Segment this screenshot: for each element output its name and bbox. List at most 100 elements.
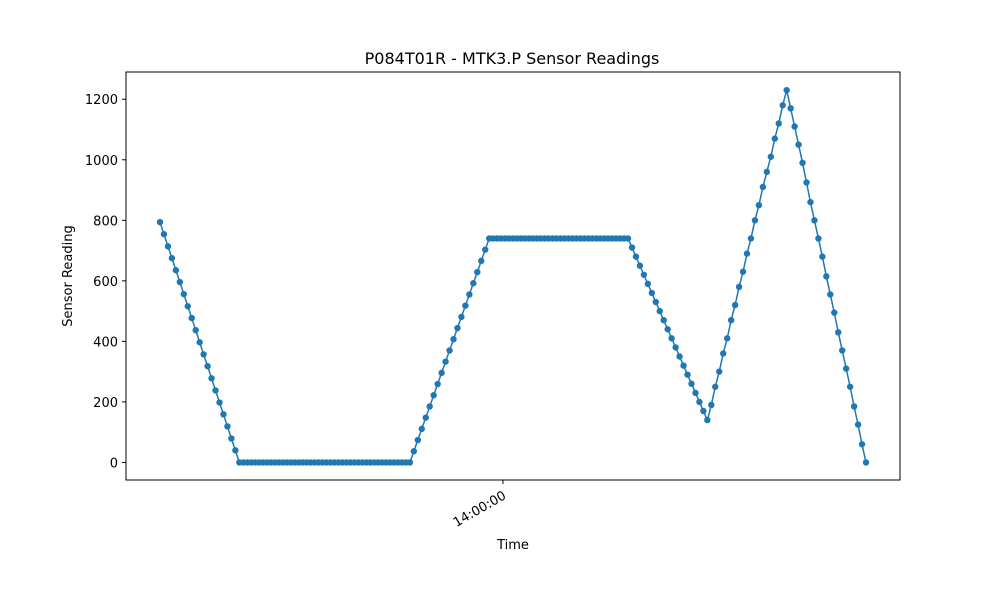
data-point xyxy=(823,273,830,280)
data-point xyxy=(176,278,184,286)
data-point xyxy=(442,358,449,365)
data-point xyxy=(815,235,822,242)
data-point xyxy=(807,198,814,206)
data-point xyxy=(474,268,481,276)
data-point xyxy=(192,326,199,334)
data-point xyxy=(680,362,687,369)
data-point xyxy=(164,243,172,250)
data-point xyxy=(739,268,747,275)
y-tick-label: 400 xyxy=(93,335,118,350)
data-point xyxy=(220,411,227,418)
data-point xyxy=(672,344,679,351)
data-point xyxy=(644,280,652,288)
data-point xyxy=(842,365,850,372)
data-point xyxy=(628,244,636,251)
data-point xyxy=(454,324,461,332)
data-point xyxy=(410,448,418,455)
data-point xyxy=(862,459,870,466)
data-point xyxy=(648,289,656,297)
data-point xyxy=(232,447,239,454)
data-point xyxy=(858,441,866,448)
y-tick-label: 600 xyxy=(93,275,118,290)
y-tick-label: 800 xyxy=(93,214,118,229)
data-point xyxy=(827,291,834,298)
data-point xyxy=(188,314,195,322)
data-point xyxy=(791,123,798,130)
data-point xyxy=(224,423,231,430)
data-point xyxy=(462,302,469,309)
data-point xyxy=(656,307,663,315)
y-tick-label: 200 xyxy=(93,396,118,411)
data-point xyxy=(458,313,465,321)
plot-area xyxy=(125,71,901,481)
data-point xyxy=(747,235,755,242)
data-point xyxy=(716,368,723,375)
data-point xyxy=(763,168,771,176)
chart-title: P084T01R - MTK3.P Sensor Readings xyxy=(365,49,660,68)
data-point xyxy=(779,102,786,109)
data-point xyxy=(216,399,223,406)
data-point xyxy=(712,383,719,390)
data-point xyxy=(470,280,477,287)
data-point xyxy=(850,403,858,410)
data-point xyxy=(811,217,818,224)
data-point xyxy=(640,271,648,278)
data-point xyxy=(478,257,485,265)
data-point xyxy=(704,416,711,424)
y-axis: 0 200 400 600 800 1000 1200 xyxy=(85,93,126,471)
data-point xyxy=(775,120,782,127)
data-point xyxy=(755,201,763,209)
data-point xyxy=(700,407,707,415)
data-point xyxy=(771,135,778,142)
data-point xyxy=(196,339,203,346)
data-point xyxy=(803,179,810,186)
series-group xyxy=(156,86,870,466)
data-point xyxy=(696,398,703,406)
data-point xyxy=(819,253,826,260)
data-point xyxy=(450,336,457,343)
data-point xyxy=(466,291,473,298)
data-point xyxy=(743,250,751,257)
data-point xyxy=(684,371,691,378)
data-point xyxy=(156,218,164,226)
data-point xyxy=(418,425,425,433)
data-point xyxy=(767,153,775,160)
data-point xyxy=(208,375,215,382)
data-point xyxy=(636,262,644,269)
data-point xyxy=(795,141,802,148)
data-point xyxy=(720,350,727,357)
data-point xyxy=(438,369,445,377)
data-point xyxy=(414,436,422,444)
data-point xyxy=(434,380,441,388)
data-point xyxy=(406,459,414,466)
data-point xyxy=(727,316,735,324)
data-point xyxy=(168,254,176,262)
data-point xyxy=(708,401,715,409)
data-point xyxy=(787,105,794,112)
data-point xyxy=(723,335,731,342)
data-point xyxy=(835,329,842,336)
data-point xyxy=(676,353,683,360)
plot-frame xyxy=(125,71,901,481)
y-tick-label: 0 xyxy=(110,456,118,471)
data-point xyxy=(652,298,659,306)
data-point xyxy=(831,309,838,316)
y-tick-label: 1000 xyxy=(85,154,118,169)
y-tick-label: 1200 xyxy=(85,93,118,108)
data-point xyxy=(751,217,759,224)
data-point xyxy=(660,316,667,324)
data-point xyxy=(735,283,743,291)
data-point xyxy=(482,246,489,253)
data-point xyxy=(180,290,187,298)
data-point xyxy=(668,335,675,342)
data-point xyxy=(160,231,168,238)
data-point xyxy=(228,435,235,442)
data-point xyxy=(759,183,767,191)
data-point xyxy=(422,414,429,421)
data-point xyxy=(854,421,862,428)
x-axis-label: Time xyxy=(496,538,529,553)
data-point xyxy=(664,326,671,333)
data-point xyxy=(632,253,640,260)
data-point xyxy=(430,392,437,399)
